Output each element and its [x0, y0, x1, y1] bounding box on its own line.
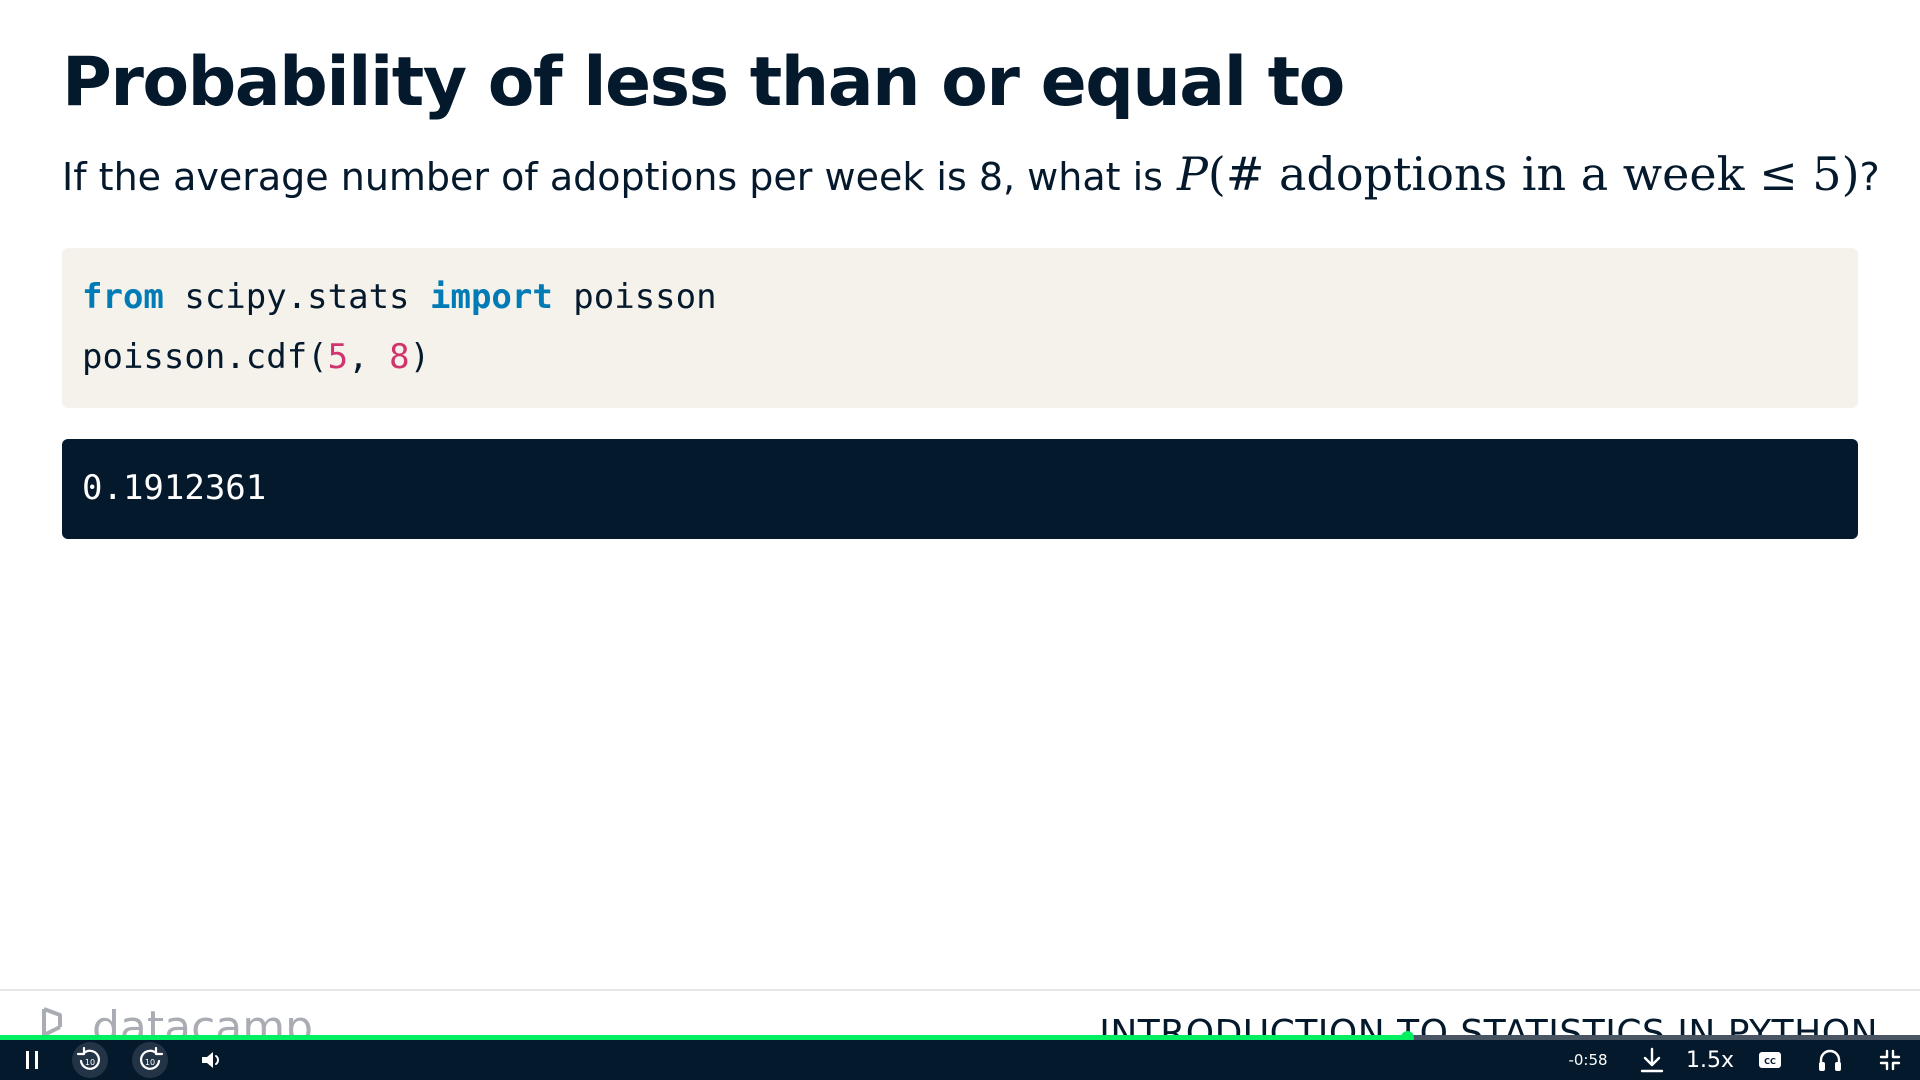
output-value: 0.1912361 [82, 468, 267, 508]
pause-icon [26, 1051, 38, 1069]
svg-text:CC: CC [1764, 1057, 1776, 1066]
question-math: P(# adoptions in a week ≤ 5) [1177, 146, 1860, 202]
slide-title: Probability of less than or equal to [62, 43, 1345, 122]
question-prefix: If the average number of adoptions per w… [62, 155, 1163, 199]
exit-fullscreen-button[interactable] [1872, 1040, 1908, 1080]
code-block: from scipy.stats import poisson poisson.… [62, 248, 1858, 408]
datacamp-logo-text: datacamp [92, 1002, 314, 1036]
time-remaining: -0:58 [1560, 1040, 1616, 1080]
playback-speed-text: 1.5x [1685, 1047, 1734, 1073]
code-module: scipy.stats [163, 277, 430, 317]
forward-10-icon: 10 [140, 1046, 164, 1070]
audio-only-button[interactable] [1812, 1040, 1848, 1080]
slide-question: If the average number of adoptions per w… [62, 146, 1880, 205]
svg-text:10: 10 [85, 1058, 95, 1067]
headphones-icon [1819, 1049, 1841, 1071]
rewind-10-icon: 10 [76, 1046, 100, 1070]
player-control-bar: 10 10 -0:58 1.5x CC [0, 1040, 1920, 1080]
course-title: INTRODUCTION TO STATISTICS IN PYTHON [1099, 1013, 1878, 1035]
code-keyword-from: from [82, 277, 164, 317]
output-block: 0.1912361 [62, 439, 1858, 539]
datacamp-logo: datacamp [40, 1005, 313, 1035]
svg-text:10: 10 [145, 1058, 155, 1067]
math-variable: P [1176, 147, 1208, 201]
rewind-10-button[interactable]: 10 [72, 1042, 108, 1078]
code-import-name: poisson [552, 277, 717, 317]
code-close-paren: ) [409, 337, 431, 377]
code-line-2: poisson.cdf(5, 8) [82, 335, 430, 379]
closed-captions-icon: CC [1759, 1052, 1781, 1068]
download-button[interactable] [1634, 1040, 1670, 1080]
volume-icon [202, 1052, 219, 1068]
time-remaining-text: -0:58 [1568, 1051, 1608, 1069]
math-open-paren: ( [1207, 147, 1226, 201]
footer-rule [0, 989, 1920, 991]
closed-captions-button[interactable]: CC [1752, 1040, 1788, 1080]
playback-speed-button[interactable]: 1.5x [1684, 1040, 1736, 1080]
code-line-1: from scipy.stats import poisson [82, 275, 717, 319]
datacamp-logo-icon [42, 1007, 62, 1035]
code-call: poisson.cdf( [82, 337, 328, 377]
download-icon [1640, 1047, 1664, 1073]
math-close-paren: ) [1841, 147, 1860, 201]
forward-10-button[interactable]: 10 [132, 1042, 168, 1078]
volume-button[interactable] [194, 1040, 230, 1080]
slide-footer: datacamp INTRODUCTION TO STATISTICS IN P… [0, 991, 1920, 1035]
code-arg-1: 5 [327, 337, 349, 377]
progress-fill [0, 1035, 1408, 1040]
pause-button[interactable] [14, 1040, 50, 1080]
question-suffix: ? [1859, 155, 1880, 199]
math-body: # adoptions in a week ≤ 5 [1225, 147, 1842, 201]
code-arg-2: 8 [389, 337, 410, 377]
code-separator: , [348, 337, 390, 377]
exit-fullscreen-icon [1879, 1049, 1901, 1071]
code-keyword-import: import [430, 277, 553, 317]
